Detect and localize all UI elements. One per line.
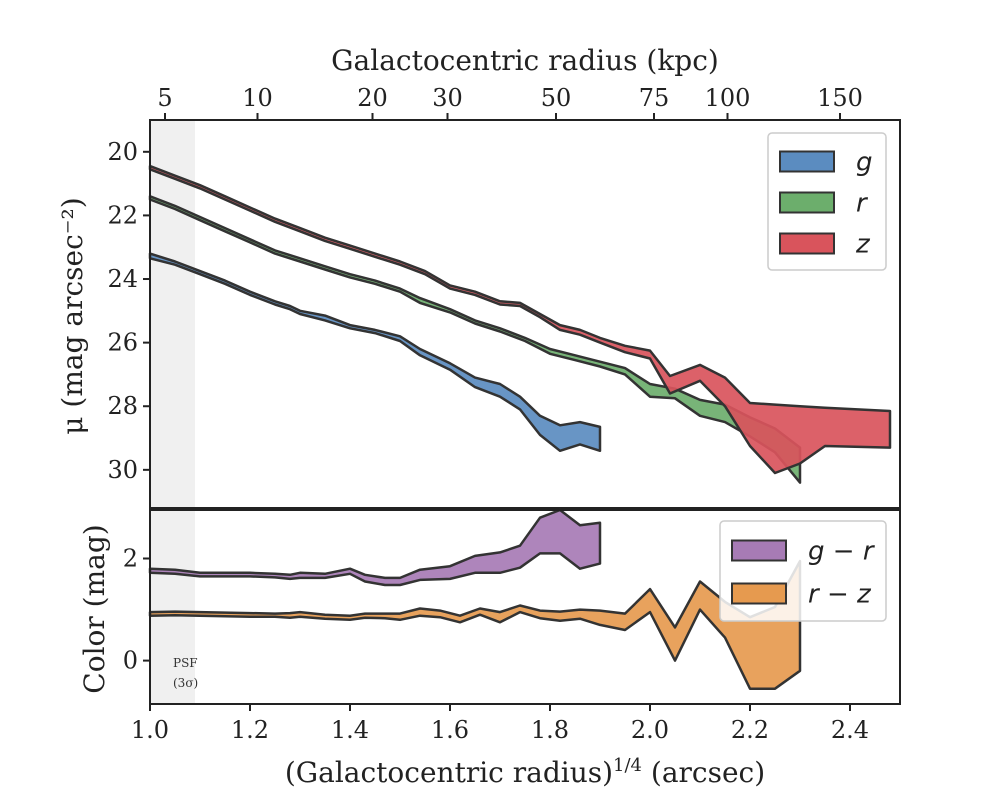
top-legend: grz bbox=[767, 132, 887, 271]
legend-label: g − r bbox=[808, 537, 876, 567]
top-kpc-ticks: 5 10 20 30 50 75 100 150 bbox=[157, 84, 863, 120]
legend-label: z bbox=[855, 230, 871, 260]
color-panel: 02 1.0 1.2 1.4 1.6 1.8 2.0 2.2 2.4 (Galactocent… bbox=[78, 508, 901, 789]
x-tick-label: 2.0 bbox=[631, 716, 669, 744]
legend-label: r − z bbox=[808, 580, 872, 610]
bottom-x-axis-label: (Galactocentric radius)1/4 (arcsec) bbox=[285, 755, 765, 789]
x-tick-label: 1.2 bbox=[231, 716, 269, 744]
x-tick-label: 2.2 bbox=[731, 716, 769, 744]
kpc-tick-label: 150 bbox=[817, 84, 863, 112]
legend-swatch bbox=[779, 191, 835, 214]
kpc-tick-label: 5 bbox=[157, 84, 172, 112]
psf-label-sigma: (3σ) bbox=[173, 676, 198, 690]
color-series bbox=[148, 508, 802, 690]
top-x-axis-label: Galactocentric radius (kpc) bbox=[331, 44, 719, 77]
top-axes-frame bbox=[149, 119, 901, 509]
series-band-z bbox=[148, 164, 892, 475]
series-band-g bbox=[148, 252, 602, 453]
bottom-x-ticks: 1.0 1.2 1.4 1.6 1.8 2.0 2.2 2.4 bbox=[131, 704, 869, 744]
y-tick-label: 20 bbox=[107, 138, 138, 166]
series-band-gr bbox=[148, 508, 602, 587]
series-band-rz bbox=[148, 559, 802, 690]
kpc-tick-label: 10 bbox=[242, 84, 273, 112]
legend-swatch bbox=[779, 150, 835, 173]
x-tick-label: 1.4 bbox=[331, 716, 369, 744]
x-tick-label: 1.6 bbox=[431, 716, 469, 744]
x-tick-label: 1.8 bbox=[531, 716, 569, 744]
top-y-ticks: 20 22 24 26 28 30 bbox=[107, 138, 150, 484]
y-tick-label: 22 bbox=[107, 201, 138, 229]
bottom-y-axis-label: Color (mag) bbox=[78, 524, 111, 693]
top-y-axis-label: μ (mag arcsec⁻²) bbox=[56, 197, 89, 434]
x-tick-label: 1.0 bbox=[131, 716, 169, 744]
bottom-legend: g − r r − z bbox=[719, 520, 887, 622]
y-tick-label: 24 bbox=[107, 265, 138, 293]
series-band-r bbox=[148, 195, 802, 484]
legend-label: g bbox=[856, 148, 873, 178]
y-tick-label: 30 bbox=[107, 456, 138, 484]
kpc-tick-label: 75 bbox=[639, 84, 670, 112]
surface-brightness-series bbox=[148, 164, 892, 484]
kpc-tick-label: 20 bbox=[357, 84, 388, 112]
legend-swatch bbox=[731, 539, 787, 562]
bottom-axes-frame bbox=[149, 509, 901, 705]
psf-shaded-region-bottom bbox=[150, 510, 195, 704]
x-tick-label: 2.4 bbox=[831, 716, 869, 744]
y-tick-label: 26 bbox=[107, 329, 138, 357]
legend-label: r bbox=[856, 189, 869, 219]
legend-swatch bbox=[779, 232, 835, 255]
legend-swatch bbox=[731, 582, 787, 605]
kpc-tick-label: 50 bbox=[541, 84, 572, 112]
bottom-y-ticks: 02 bbox=[123, 545, 150, 675]
surface-brightness-panel: 20 22 24 26 28 30 5 10 20 30 50 75 100 150 Galactoce… bbox=[56, 44, 901, 509]
psf-label: PSF bbox=[173, 656, 198, 670]
y-tick-label: 0 bbox=[123, 647, 138, 675]
kpc-tick-label: 30 bbox=[432, 84, 463, 112]
kpc-tick-label: 100 bbox=[705, 84, 751, 112]
y-tick-label: 2 bbox=[123, 545, 138, 573]
y-tick-label: 28 bbox=[107, 392, 138, 420]
